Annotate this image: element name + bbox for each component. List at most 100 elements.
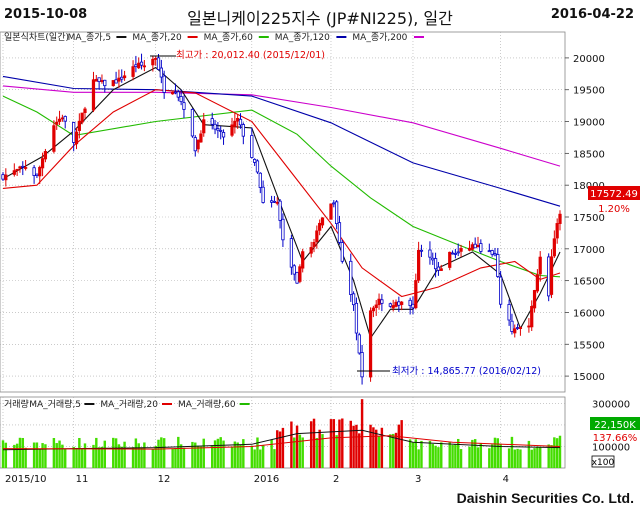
price-tick-label: 16500 [573, 277, 605, 288]
volume-ma-value: 22,150K [594, 420, 636, 431]
volume-bar [273, 449, 276, 468]
stock-chart[interactable]: 1500015500160001650017000175001800018500… [0, 0, 640, 486]
volume-bar [437, 447, 440, 468]
volume-bar [338, 419, 341, 468]
price-tick-label: 18500 [573, 149, 605, 160]
volume-bar [199, 446, 203, 468]
candle-body [549, 256, 554, 295]
volume-bar [4, 442, 8, 468]
candle-body [236, 118, 240, 122]
candle-body [312, 241, 316, 248]
volume-bar [290, 421, 293, 468]
volume-bar [134, 438, 138, 468]
candle-body [527, 325, 531, 328]
high-annotation: 최고가 : 20,012.40 (2015/12/01) [176, 50, 325, 61]
candle-body [210, 118, 214, 125]
volume-bar [140, 447, 143, 468]
volume-bar [375, 429, 378, 468]
candle-body [431, 257, 435, 261]
candle-body [230, 124, 234, 136]
volume-bar [276, 430, 279, 468]
candle-body [490, 250, 494, 255]
volume-bar [369, 424, 372, 468]
candle-body [388, 303, 392, 307]
volume-bar [459, 449, 463, 468]
candle-body [233, 120, 237, 127]
end-date: 2016-04-22 [550, 7, 634, 22]
volume-bar [55, 443, 58, 468]
volume-bar [21, 437, 25, 468]
volume-bar [332, 419, 336, 468]
candle-body [400, 301, 404, 305]
date-tick-label: 4 [503, 474, 509, 485]
volume-bar [519, 449, 522, 468]
start-date: 2015-10-08 [4, 7, 88, 22]
chart-title: 일본니케이225지수 (JP#NI225), 일간 [187, 9, 453, 28]
volume-bar [278, 431, 282, 468]
candle-body [117, 77, 121, 82]
chart-background [0, 30, 640, 486]
volume-bar [177, 436, 180, 468]
price-tick-label: 15000 [573, 372, 605, 383]
candle-body [97, 77, 101, 83]
volume-bar [397, 424, 401, 468]
volume-bar [454, 444, 457, 468]
volume-bar [114, 438, 118, 468]
candle-body [419, 249, 424, 252]
volume-bar [131, 447, 135, 468]
volume-bar [270, 439, 273, 468]
volume-bar [137, 443, 140, 468]
candle-body [411, 303, 415, 309]
candle-body [493, 253, 497, 256]
volume-bar [408, 439, 412, 468]
volume-bar [18, 437, 22, 468]
candle-body [77, 120, 81, 131]
last-price-value: 17572.49 [590, 189, 638, 200]
volume-bar [341, 418, 344, 468]
volume-bar [510, 436, 514, 468]
value-badges: 17572.49 1.20% 22,150K 137.66% x100 [588, 186, 640, 468]
volume-bar [44, 444, 47, 468]
candle-body [351, 293, 356, 306]
candle-body [357, 334, 361, 354]
candle-body [371, 307, 376, 312]
candle-body [213, 123, 217, 130]
volume-bar [411, 442, 415, 468]
candle-body [408, 299, 412, 307]
candle-body [269, 200, 274, 203]
candle-body [272, 200, 277, 203]
volume-bar [117, 444, 121, 468]
volume-bar [1, 440, 5, 468]
candle-body [309, 247, 313, 254]
candle-body [83, 108, 87, 114]
candle-body [35, 173, 39, 176]
volume-bar [154, 445, 157, 468]
volume-bar [239, 444, 242, 468]
volume-bars [1, 399, 562, 468]
volume-bar [92, 444, 95, 468]
candle-body [349, 260, 353, 295]
candle-body [380, 299, 384, 304]
volume-bar [143, 442, 146, 468]
volume-bar [41, 443, 44, 468]
volume-bar [236, 442, 239, 468]
candle-body [151, 58, 155, 66]
volume-bar [194, 442, 197, 468]
candle-body [470, 244, 474, 250]
volume-bar [298, 434, 302, 468]
volume-bar [516, 448, 519, 468]
volume-legend-item: MA_거래량,20 [100, 398, 158, 410]
volume-bar [80, 448, 84, 468]
candle-body [18, 166, 22, 169]
volume-ma-line [2, 435, 561, 450]
brand-name: Daishin Securities Co. Ltd. [456, 490, 634, 506]
volume-bar [162, 438, 166, 468]
volume-bar [191, 441, 194, 468]
date-axis: 2015/10 11 12 2016 2 3 4 [5, 474, 509, 485]
date-tick-label: 2016 [254, 474, 279, 485]
volume-bar [179, 444, 183, 468]
candle-body [450, 252, 455, 255]
candle-body [487, 250, 491, 253]
volume-bar [536, 446, 539, 468]
volume-legend-item: MA_거래량,5 [29, 398, 81, 410]
